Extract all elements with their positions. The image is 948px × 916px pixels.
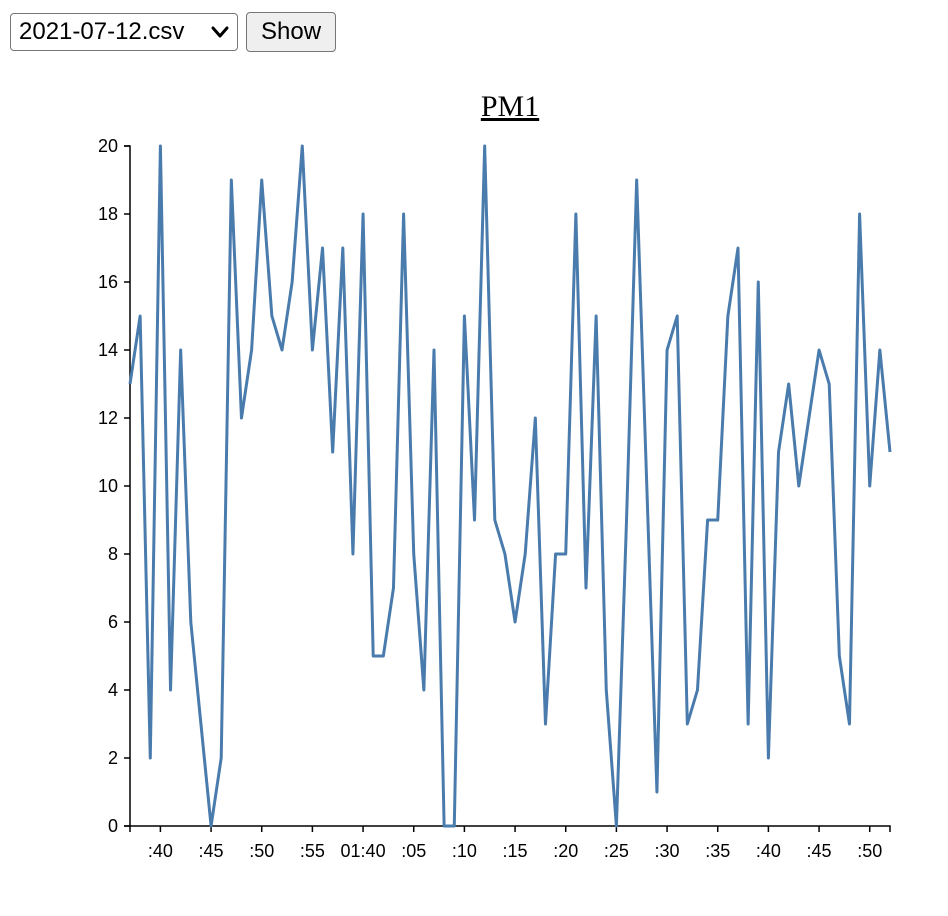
x-tick-label: :30 (655, 841, 680, 861)
x-tick-label: :45 (199, 841, 224, 861)
chevron-down-icon (211, 26, 229, 38)
y-tick-label: 12 (98, 408, 118, 428)
x-tick-label: 01:40 (341, 841, 386, 861)
x-tick-label: :20 (553, 841, 578, 861)
y-tick-label: 16 (98, 272, 118, 292)
x-tick-label: :15 (503, 841, 528, 861)
show-button[interactable]: Show (246, 12, 337, 52)
file-select[interactable]: 2021-07-12.csv (10, 13, 238, 51)
x-tick-label: :10 (452, 841, 477, 861)
y-tick-label: 2 (108, 748, 118, 768)
y-tick-label: 18 (98, 204, 118, 224)
x-tick-label: :50 (249, 841, 274, 861)
y-tick-label: 10 (98, 476, 118, 496)
x-axis-line (129, 825, 891, 832)
y-tick-label: 20 (98, 136, 118, 156)
toolbar: 2021-07-12.csv Show (10, 12, 337, 52)
x-tick-label: :40 (756, 841, 781, 861)
x-tick-label: :50 (857, 841, 882, 861)
x-tick-label: :05 (401, 841, 426, 861)
chart-title: PM1 (481, 90, 539, 123)
x-tick-label: :55 (300, 841, 325, 861)
x-tick-label: :35 (705, 841, 730, 861)
y-tick-label: 0 (108, 816, 118, 836)
x-tick-label: :40 (148, 841, 173, 861)
y-tick-label: 6 (108, 612, 118, 632)
pm1-series-line (128, 144, 892, 828)
x-tick-label: :45 (807, 841, 832, 861)
y-tick-label: 14 (98, 340, 118, 360)
x-tick-label: :25 (604, 841, 629, 861)
y-tick-label: 8 (108, 544, 118, 564)
y-tick-label: 4 (108, 680, 118, 700)
file-select-value: 2021-07-12.csv (19, 18, 185, 45)
